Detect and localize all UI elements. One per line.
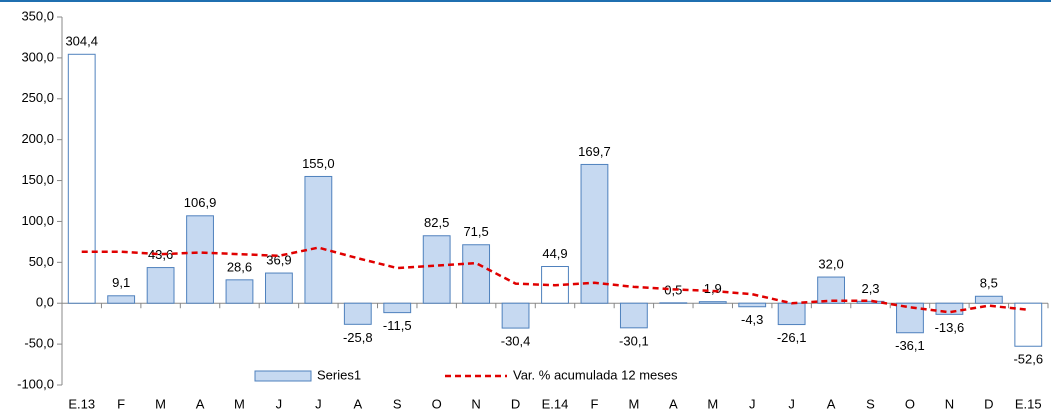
value-label: 304,4	[65, 34, 98, 49]
y-tick-label: 350,0	[21, 8, 54, 23]
value-label: 169,7	[578, 144, 611, 159]
bar	[619, 302, 648, 329]
bar	[383, 302, 412, 314]
bar	[107, 295, 136, 304]
bar	[422, 235, 451, 304]
bar	[67, 53, 96, 304]
value-label: -25,8	[343, 330, 373, 345]
value-label: 44,9	[542, 246, 567, 261]
y-tick-label: 200,0	[21, 131, 54, 146]
x-tick-label: M	[234, 396, 245, 411]
value-label: 28,6	[227, 259, 252, 274]
x-tick-label: N	[945, 396, 954, 411]
value-label: 1,9	[704, 281, 722, 296]
value-label: -30,4	[501, 334, 531, 349]
bar	[896, 302, 924, 334]
value-label: -4,3	[741, 312, 763, 327]
x-tick-label: J	[276, 396, 283, 411]
y-tick-label: -50,0	[24, 336, 54, 351]
y-tick-label: -100,0	[17, 376, 54, 391]
x-tick-label: A	[196, 396, 205, 411]
y-tick-label: 50,0	[29, 254, 54, 269]
value-label: -36,1	[895, 338, 925, 353]
x-tick-label: E.14	[542, 396, 569, 411]
bar	[462, 244, 491, 304]
x-tick-label: A	[669, 396, 678, 411]
bar	[817, 276, 845, 304]
bar	[738, 302, 767, 308]
x-tick-label: O	[432, 396, 442, 411]
y-tick-label: 100,0	[21, 213, 54, 228]
legend-label: Series1	[317, 367, 361, 382]
bar	[580, 163, 609, 304]
x-tick-label: A	[353, 396, 362, 411]
y-tick-label: 300,0	[21, 49, 54, 64]
x-tick-label: D	[511, 396, 520, 411]
x-tick-label: S	[866, 396, 875, 411]
bar	[343, 302, 372, 325]
value-label: 82,5	[424, 215, 449, 230]
value-label: 155,0	[302, 156, 335, 171]
value-label: 9,1	[112, 275, 130, 290]
x-tick-label: J	[749, 396, 756, 411]
legend-swatch	[254, 370, 312, 382]
value-label: -30,1	[619, 333, 649, 348]
value-label: -26,1	[777, 330, 807, 345]
y-tick-label: 150,0	[21, 172, 54, 187]
x-tick-label: F	[117, 396, 125, 411]
value-label: -52,6	[1013, 352, 1043, 367]
bar	[265, 272, 293, 304]
bar	[935, 302, 964, 315]
bar	[146, 267, 175, 304]
x-tick-label: M	[155, 396, 166, 411]
x-tick-label: N	[471, 396, 480, 411]
value-label: 43,6	[148, 247, 173, 262]
x-tick-label: D	[984, 396, 993, 411]
y-tick-label: 0,0	[36, 295, 54, 310]
value-label: -13,6	[935, 320, 965, 335]
x-tick-label: E.13	[68, 396, 95, 411]
value-label: 106,9	[184, 195, 217, 210]
y-tick-label: 250,0	[21, 90, 54, 105]
x-tick-label: M	[628, 396, 639, 411]
value-label: 36,9	[266, 252, 291, 267]
line	[81, 246, 1029, 314]
x-tick-label: E.15	[1015, 396, 1042, 411]
value-label: 8,5	[980, 276, 998, 291]
x-tick-label: J	[315, 396, 322, 411]
legend-label: Var. % acumulada 12 meses	[513, 367, 678, 382]
x-tick-label: J	[788, 396, 795, 411]
value-label: 32,0	[818, 256, 843, 271]
value-label: -11,5	[383, 318, 412, 333]
bar	[186, 215, 214, 304]
bar	[1014, 302, 1043, 347]
bar	[974, 295, 1003, 304]
bar	[856, 300, 885, 304]
value-label: 71,5	[463, 224, 488, 239]
x-tick-label: O	[905, 396, 915, 411]
x-tick-label: A	[827, 396, 836, 411]
x-tick-label: F	[590, 396, 598, 411]
x-tick-label: S	[393, 396, 402, 411]
x-tick-label: M	[707, 396, 718, 411]
bar	[777, 302, 806, 326]
bar	[304, 175, 333, 304]
bar	[501, 302, 530, 329]
bar	[225, 279, 254, 304]
value-label: 2,3	[861, 281, 879, 296]
bar	[698, 301, 727, 304]
